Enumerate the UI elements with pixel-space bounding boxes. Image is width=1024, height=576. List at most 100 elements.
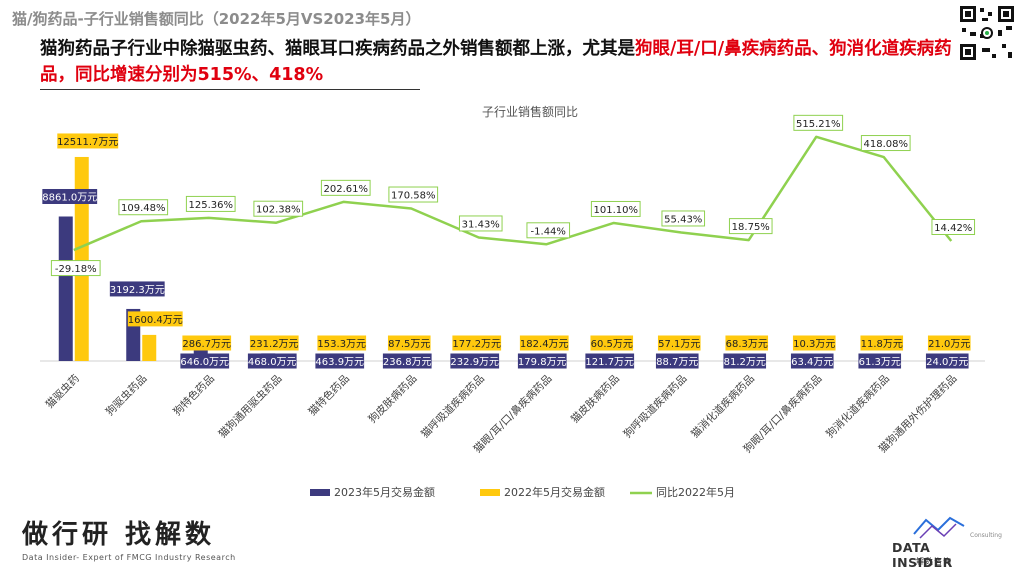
label-2023-bg: [315, 353, 365, 369]
bar-2023: [58, 216, 73, 361]
category-label: 狗呼吸道疾病药品: [621, 372, 690, 441]
label-2022: 182.4万元: [520, 339, 569, 350]
label-2022: 153.3万元: [317, 339, 366, 350]
label-yoy-bg: [253, 200, 304, 217]
label-2022-bg: [860, 335, 904, 351]
legend-label-yoy: 同比2022年5月: [656, 485, 735, 499]
label-yoy: -1.44%: [531, 226, 566, 237]
data-insider-logo-icon: [913, 516, 965, 539]
label-2022: 60.5万元: [591, 339, 633, 350]
brand-logo: Consulting DATA INSIDER 解数咨询: [884, 512, 1002, 572]
label-2022-bg: [127, 311, 183, 327]
label-2023: 8861.0万元: [42, 192, 97, 203]
label-yoy-bg: [526, 222, 571, 239]
category-label: 狗消化道疾病药品: [823, 372, 892, 441]
label-2022: 21.0万元: [928, 339, 970, 350]
label-2023-bg: [723, 353, 767, 369]
brand-cn: 解数咨询: [916, 557, 952, 566]
legend-label-2022: 2022年5月交易金额: [504, 485, 605, 499]
label-yoy-bg: [728, 218, 773, 235]
label-2023: 63.4万元: [791, 357, 833, 368]
label-2023-bg: [655, 353, 699, 369]
label-yoy: 55.43%: [664, 214, 702, 225]
label-2023: 179.8万元: [518, 357, 567, 368]
label-2023-bg: [109, 281, 165, 297]
label-2022-bg: [657, 335, 701, 351]
page-subtitle: 猫/狗药品-子行业销售额同比（2022年5月VS2023年5月）: [12, 10, 421, 28]
label-2023-bg: [247, 353, 297, 369]
label-yoy: 109.48%: [121, 203, 166, 214]
label-2023: 61.3万元: [859, 357, 901, 368]
label-yoy: 418.08%: [864, 139, 909, 150]
category-label: 猫呼吸道疾病药品: [418, 372, 487, 441]
label-2022: 1600.4万元: [128, 315, 183, 326]
legend-swatch-2023: [310, 489, 330, 496]
bar-2022: [142, 334, 157, 361]
label-yoy: 202.61%: [324, 184, 369, 195]
headline: 猫狗药品子行业中除猫驱虫药、猫眼耳口疾病药品之外销售额都上涨，尤其是狗眼/耳/口…: [40, 36, 960, 88]
label-2022-bg: [57, 133, 119, 149]
label-2022: 286.7万元: [182, 339, 231, 350]
headline-text: 猫狗药品子行业中除猫驱虫药、猫眼耳口疾病药品之外销售额都上涨，尤其是: [40, 39, 635, 59]
label-2023-bg: [382, 353, 432, 369]
label-2022: 231.2万元: [250, 339, 299, 350]
label-yoy: 125.36%: [189, 200, 234, 211]
label-2022-bg: [590, 335, 634, 351]
label-yoy-bg: [118, 199, 169, 216]
label-2023: 646.0万元: [180, 357, 229, 368]
legend-label-2023: 2023年5月交易金额: [334, 485, 435, 499]
chart-title: 子行业销售额同比: [482, 104, 578, 119]
label-2023-bg: [42, 188, 98, 204]
legend-swatch-2022: [480, 489, 500, 496]
label-yoy-bg: [793, 114, 844, 131]
qr-code-icon: [958, 4, 1016, 62]
label-yoy-bg: [661, 210, 706, 227]
label-yoy-bg: [458, 215, 503, 232]
label-yoy-bg: [388, 186, 439, 203]
label-2022-bg: [387, 335, 431, 351]
divider: [40, 89, 420, 90]
headline-growth: ，同比增速分别为515%、418%: [57, 65, 324, 85]
label-yoy-bg: [590, 200, 641, 217]
label-2022: 57.1万元: [658, 339, 700, 350]
sales-chart: 子行业销售额同比 8861.0万元 12511.7万元 -29.18% 猫驱虫药 3192…: [40, 104, 985, 499]
label-yoy-bg: [185, 195, 236, 212]
label-2023: 468.0万元: [248, 357, 297, 368]
label-2022: 87.5万元: [388, 339, 430, 350]
label-yoy-bg: [860, 135, 911, 152]
label-2022: 10.3万元: [793, 339, 835, 350]
bar-2022: [74, 156, 89, 361]
label-2023-bg: [925, 353, 969, 369]
label-yoy: 31.43%: [462, 219, 500, 230]
label-2022: 12511.7万元: [57, 137, 118, 148]
label-2022-bg: [249, 335, 299, 351]
label-2023-bg: [450, 353, 500, 369]
label-2022-bg: [792, 335, 836, 351]
label-2022-bg: [317, 335, 367, 351]
footer-tagline: Data Insider- Expert of FMCG Industry Re…: [22, 553, 236, 562]
label-2022-bg: [452, 335, 502, 351]
label-2023: 232.9万元: [450, 357, 499, 368]
brand-name: DATA INSIDER: [892, 540, 953, 570]
label-2023: 463.9万元: [315, 357, 364, 368]
yoy-line: [73, 135, 953, 252]
label-2023: 24.0万元: [926, 357, 968, 368]
category-label: 猫特色药品: [306, 372, 352, 418]
label-yoy: 102.38%: [256, 205, 301, 216]
category-label: 狗驱虫药品: [103, 372, 149, 418]
category-label: 猫消化道疾病药品: [688, 372, 757, 441]
label-2022: 177.2万元: [452, 339, 501, 350]
label-yoy-bg: [50, 260, 101, 277]
label-2023: 236.8万元: [383, 357, 432, 368]
label-yoy-bg: [931, 219, 976, 236]
label-yoy: 170.58%: [391, 191, 436, 202]
brand-sub: Consulting: [970, 532, 1002, 539]
label-2023-bg: [790, 353, 834, 369]
label-2023-bg: [585, 353, 635, 369]
label-2023: 121.7万元: [585, 357, 634, 368]
label-2022-bg: [927, 335, 971, 351]
label-yoy: 101.10%: [594, 205, 639, 216]
chart-container: 子行业销售额同比 8861.0万元 12511.7万元 -29.18% 猫驱虫药 3192…: [40, 96, 1000, 516]
category-label: 猫狗通用驱虫药品: [216, 372, 285, 441]
label-2022-bg: [725, 335, 769, 351]
